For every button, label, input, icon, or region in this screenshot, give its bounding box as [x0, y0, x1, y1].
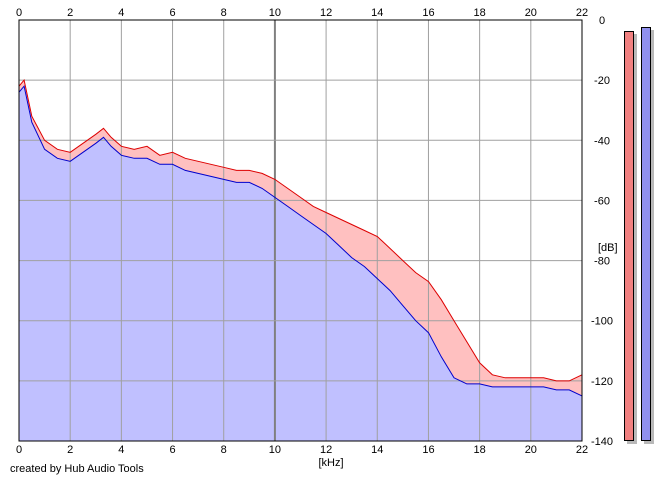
x-tick-label-bottom: 10	[269, 444, 281, 456]
x-tick-label-top: 4	[118, 7, 124, 19]
axis-ticks: 002244668810101212141416161818202022220-…	[16, 7, 613, 456]
x-tick-label-bottom: 18	[474, 444, 486, 456]
y-tick-label: -20	[594, 75, 610, 87]
x-tick-label-bottom: 12	[320, 444, 332, 456]
y-tick-label: -100	[591, 316, 613, 328]
x-tick-label-bottom: 4	[118, 444, 124, 456]
series-1-line	[18, 78, 583, 382]
x-tick-label-bottom: 20	[525, 444, 537, 456]
y-tick-label: -60	[594, 195, 610, 207]
y-tick-label: -120	[591, 376, 613, 388]
x-tick-label-bottom: 6	[169, 444, 175, 456]
y-tick-label: -40	[594, 135, 610, 147]
level-meter-left	[624, 31, 634, 441]
y-axis-label: [dB]	[598, 242, 618, 254]
x-tick-label-bottom: 2	[67, 444, 73, 456]
x-tick-label-top: 18	[474, 7, 486, 19]
level-meter-right	[641, 27, 651, 441]
series-2-area	[19, 86, 582, 441]
x-tick-label-top: 22	[576, 7, 588, 19]
plot-frame	[18, 19, 583, 442]
x-tick-label-top: 2	[67, 7, 73, 19]
series-2-line	[18, 85, 583, 397]
x-tick-label-bottom: 0	[16, 444, 22, 456]
y-tick-label: -80	[594, 256, 610, 268]
x-tick-label-bottom: 22	[576, 444, 588, 456]
x-tick-label-bottom: 16	[422, 444, 434, 456]
x-tick-label-top: 16	[422, 7, 434, 19]
x-tick-label-top: 20	[525, 7, 537, 19]
x-tick-label-top: 0	[16, 7, 22, 19]
x-tick-label-top: 10	[269, 7, 281, 19]
x-tick-label-top: 12	[320, 7, 332, 19]
credit-text: created by Hub Audio Tools	[10, 463, 144, 475]
x-tick-label-bottom: 8	[221, 444, 227, 456]
y-tick-label: 0	[599, 15, 605, 27]
y-tick-label: -140	[591, 436, 613, 448]
x-tick-label-top: 8	[221, 7, 227, 19]
x-tick-label-top: 6	[169, 7, 175, 19]
x-tick-label-top: 14	[371, 7, 383, 19]
x-tick-label-bottom: 14	[371, 444, 383, 456]
x-axis-label: [kHz]	[318, 457, 343, 469]
series-lines	[18, 78, 583, 397]
